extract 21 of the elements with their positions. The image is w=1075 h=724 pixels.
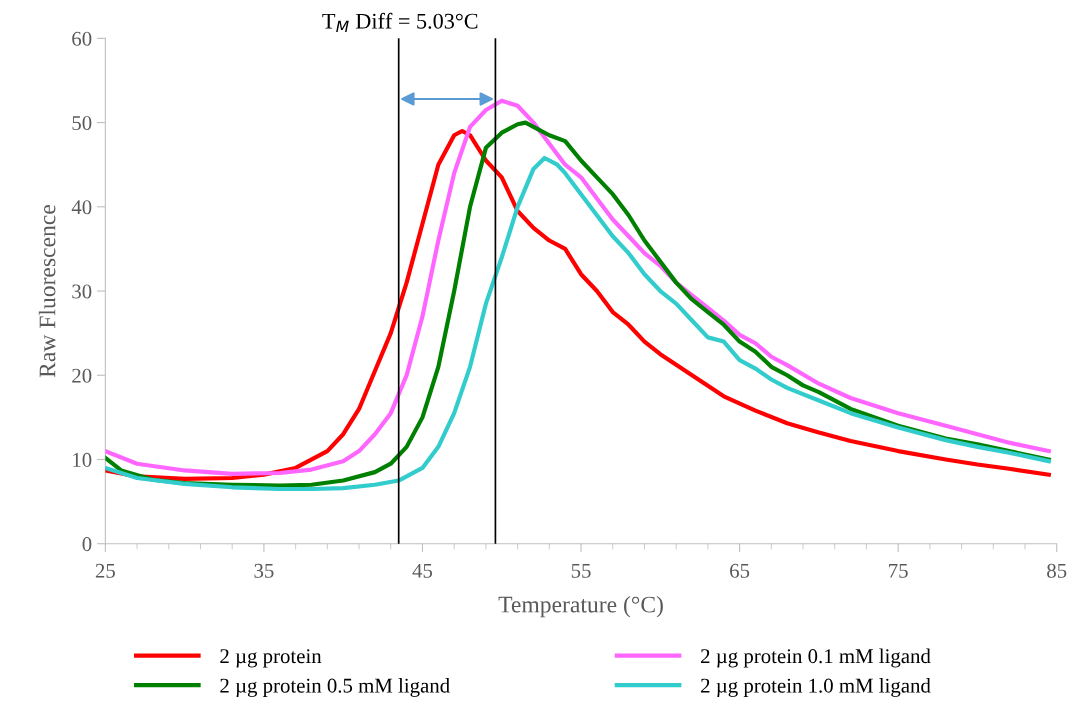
y-tick-label: 50 xyxy=(72,115,92,131)
y-tick-label: 60 xyxy=(72,31,92,46)
x-tick-label: 75 xyxy=(889,563,908,578)
y-tick-label: 20 xyxy=(72,368,92,383)
text: T$_{M}$ Diff = 5.03°C xyxy=(322,12,478,33)
x-tick-label: 65 xyxy=(730,563,750,578)
legend-label: 2 µg protein 0.1 mM ligand xyxy=(701,648,931,668)
y-axis-title: Raw Fluorescence xyxy=(38,205,56,378)
x-tick-label: 55 xyxy=(571,563,591,578)
y-tick-label: 40 xyxy=(71,200,92,215)
y-tick-label: 0 xyxy=(82,537,92,552)
x-tick-label: 85 xyxy=(1047,563,1067,578)
x-tick-label: 45 xyxy=(412,563,433,578)
legend-label: 2 µg protein 0.5 mM ligand xyxy=(220,678,450,697)
y-tick-label: 10 xyxy=(73,452,92,467)
x-tick-label: 25 xyxy=(95,563,115,578)
x-axis-title: Temperature (°C) xyxy=(498,595,663,618)
legend-label: 2 µg protein 1.0 mM ligand xyxy=(701,678,931,697)
y-tick-label: 30 xyxy=(72,284,92,299)
legend-label: 2 µg protein xyxy=(220,649,322,668)
x-tick-label: 35 xyxy=(254,563,274,578)
